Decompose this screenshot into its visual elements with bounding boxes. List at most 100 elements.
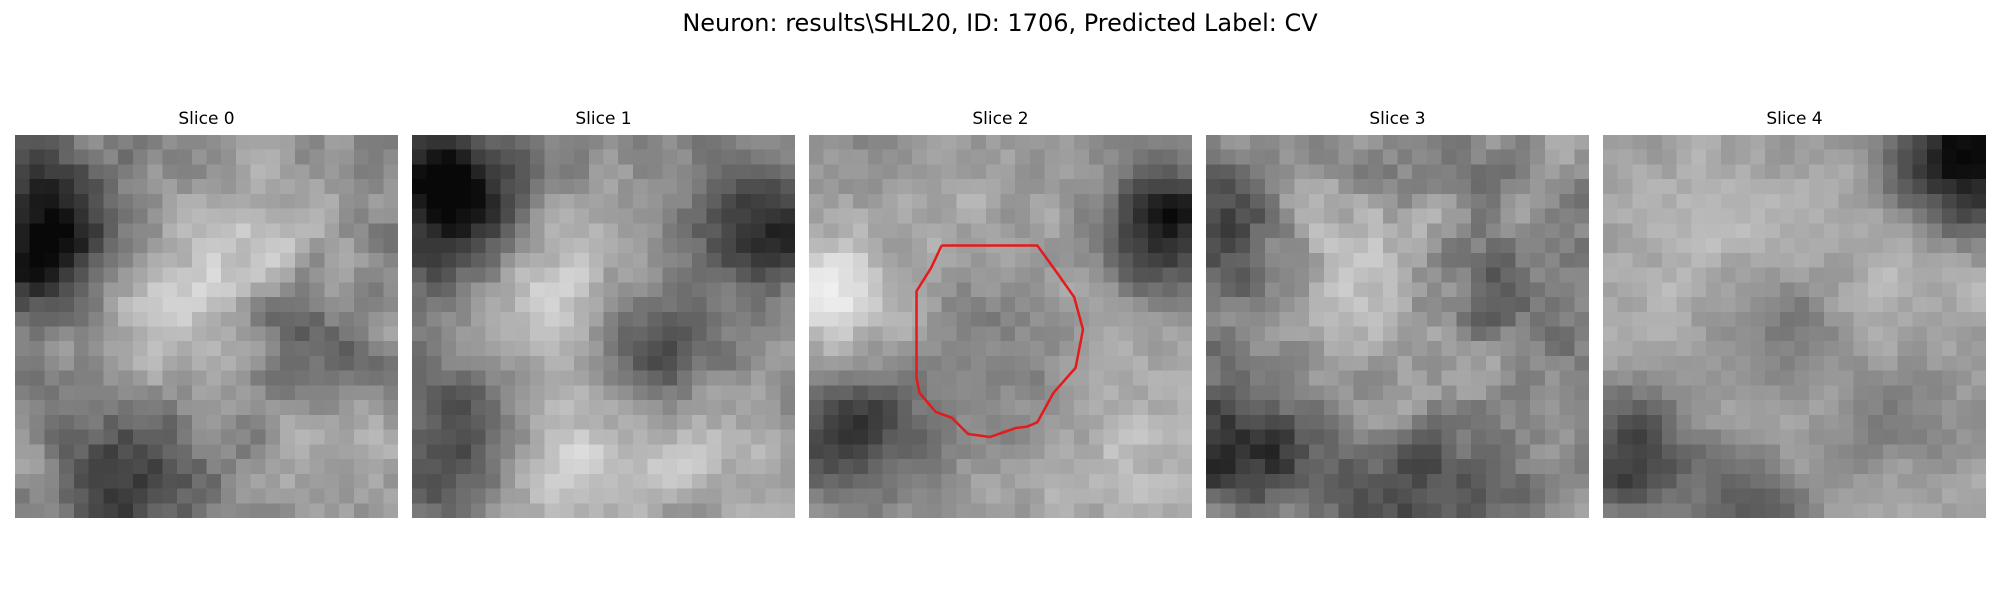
image-pixel	[1397, 223, 1413, 239]
image-pixel	[1632, 414, 1648, 430]
image-pixel	[1368, 208, 1384, 224]
image-pixel	[1838, 488, 1854, 504]
image-pixel	[1750, 311, 1766, 327]
image-pixel	[294, 414, 310, 430]
image-pixel	[1603, 326, 1619, 342]
image-pixel	[280, 238, 296, 254]
image-pixel	[1029, 370, 1045, 386]
image-pixel	[1779, 238, 1795, 254]
image-pixel	[426, 193, 442, 209]
image-pixel	[368, 341, 384, 357]
image-pixel	[412, 179, 428, 195]
image-pixel	[1823, 355, 1839, 371]
image-pixel	[1338, 414, 1354, 430]
image-pixel	[1559, 135, 1575, 151]
image-pixel	[1779, 473, 1795, 489]
image-pixel	[1647, 267, 1663, 283]
image-pixel	[162, 414, 178, 430]
image-pixel	[1882, 267, 1898, 283]
image-pixel	[1956, 297, 1972, 313]
image-pixel	[559, 297, 575, 313]
image-pixel	[529, 326, 545, 342]
image-pixel	[1015, 193, 1031, 209]
image-pixel	[1485, 252, 1501, 268]
image-pixel	[1368, 223, 1384, 239]
image-pixel	[632, 135, 648, 151]
image-pixel	[1264, 297, 1280, 313]
image-pixel	[1426, 179, 1442, 195]
image-pixel	[1426, 164, 1442, 180]
image-pixel	[1456, 297, 1472, 313]
image-pixel	[1661, 459, 1677, 475]
image-pixel	[736, 238, 752, 254]
image-pixel	[1500, 473, 1516, 489]
image-pixel	[765, 267, 781, 283]
image-pixel	[309, 326, 325, 342]
image-pixel	[265, 385, 281, 401]
image-pixel	[1309, 238, 1325, 254]
image-pixel	[1750, 341, 1766, 357]
image-pixel	[1530, 135, 1546, 151]
image-pixel	[780, 223, 795, 239]
image-pixel	[265, 459, 281, 475]
image-pixel	[1162, 459, 1178, 475]
image-pixel	[823, 459, 839, 475]
image-pixel	[1059, 193, 1075, 209]
image-pixel	[1264, 400, 1280, 416]
image-pixel	[559, 311, 575, 327]
image-pixel	[1264, 311, 1280, 327]
image-pixel	[1220, 385, 1236, 401]
image-pixel	[882, 267, 898, 283]
image-pixel	[721, 370, 737, 386]
image-pixel	[191, 135, 207, 151]
image-pixel	[1853, 400, 1869, 416]
image-pixel	[985, 370, 1001, 386]
image-pixel	[838, 135, 854, 151]
image-pixel	[1220, 503, 1236, 518]
image-pixel	[353, 444, 369, 460]
image-pixel	[250, 135, 266, 151]
image-pixel	[265, 311, 281, 327]
image-pixel	[677, 459, 693, 475]
image-pixel	[1103, 252, 1119, 268]
image-pixel	[912, 488, 928, 504]
image-pixel	[1779, 400, 1795, 416]
image-pixel	[1632, 193, 1648, 209]
image-pixel	[1015, 385, 1031, 401]
image-pixel	[1676, 311, 1692, 327]
image-pixel	[1750, 193, 1766, 209]
image-pixel	[706, 193, 722, 209]
image-pixel	[750, 179, 766, 195]
image-pixel	[1235, 311, 1251, 327]
image-pixel	[897, 208, 913, 224]
image-pixel	[1794, 223, 1810, 239]
image-pixel	[882, 149, 898, 165]
image-pixel	[1706, 459, 1722, 475]
image-pixel	[339, 267, 355, 283]
image-pixel	[1177, 208, 1192, 224]
image-pixel	[765, 164, 781, 180]
image-pixel	[647, 164, 663, 180]
image-pixel	[574, 488, 590, 504]
image-pixel	[1029, 400, 1045, 416]
image-pixel	[1897, 267, 1913, 283]
image-pixel	[1368, 135, 1384, 151]
image-pixel	[897, 267, 913, 283]
image-pixel	[368, 179, 384, 195]
image-pixel	[559, 488, 575, 504]
image-pixel	[1250, 179, 1266, 195]
image-pixel	[280, 429, 296, 445]
image-pixel	[1220, 238, 1236, 254]
image-pixel	[1397, 208, 1413, 224]
image-pixel	[147, 164, 163, 180]
image-pixel	[1456, 355, 1472, 371]
image-pixel	[191, 355, 207, 371]
image-pixel	[721, 341, 737, 357]
image-pixel	[29, 341, 45, 357]
image-pixel	[1397, 311, 1413, 327]
image-pixel	[441, 414, 457, 430]
image-pixel	[1617, 326, 1633, 342]
image-pixel	[941, 355, 957, 371]
image-pixel	[1029, 297, 1045, 313]
image-pixel	[339, 341, 355, 357]
